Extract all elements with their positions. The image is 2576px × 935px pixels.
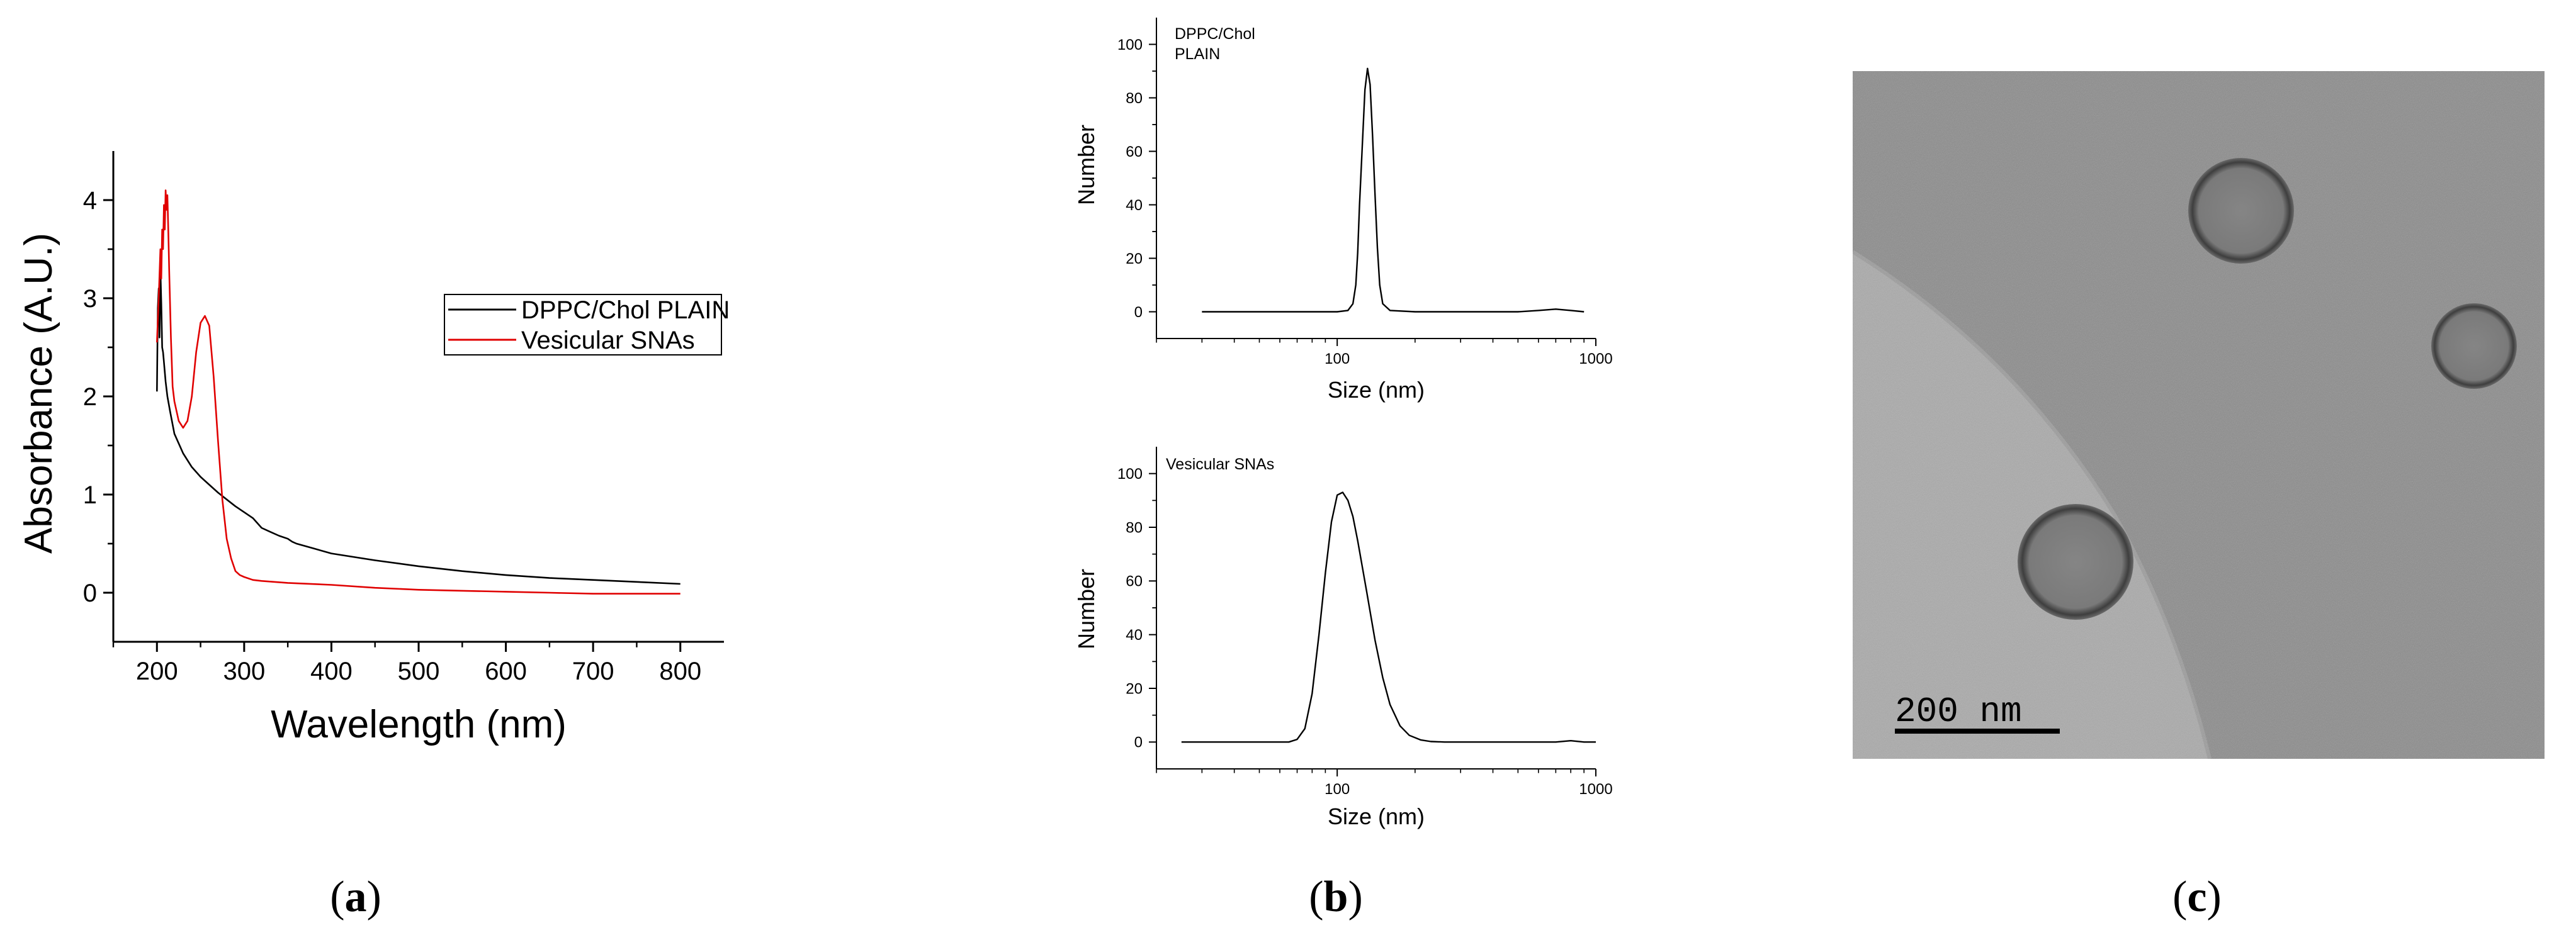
y-tick-label: 20 [1126, 680, 1143, 697]
cryo-tem-micrograph: 200 nm [1853, 71, 2545, 759]
svg-text:(a): (a) [330, 873, 381, 921]
panel-caption-a: (a) [330, 873, 381, 921]
x-tick-label: 1000 [1579, 781, 1612, 798]
y-tick-label: 60 [1126, 573, 1143, 590]
panel-caption-c: (c) [2172, 873, 2222, 921]
chart-title-line-2: PLAIN [1175, 45, 1220, 63]
series-line-vesicular-snas [1181, 491, 1596, 743]
y-axis-label: Number [1073, 125, 1099, 205]
x-tick-label: 100 [1325, 350, 1350, 367]
x-axis-label: Size (nm) [1328, 803, 1425, 829]
series-line-plain [156, 267, 681, 585]
y-tick-label: 40 [1126, 627, 1143, 644]
panel-caption-b: (b) [1309, 873, 1363, 921]
y-tick-label: 1 [83, 481, 97, 509]
dls-sna-chart: 100 1000 0 20 40 60 80 100 Vesicular SNAs Size … [1073, 447, 1613, 829]
vesicle [2018, 504, 2133, 620]
scale-bar-label: 200 nm [1895, 691, 2022, 732]
y-axis-label: Absorbance (A.U.) [17, 233, 60, 554]
y-tick-label: 0 [1134, 734, 1143, 751]
legend-label-sna: Vesicular SNAs [521, 327, 695, 354]
y-tick-label: 0 [1134, 304, 1143, 321]
svg-text:(c): (c) [2172, 873, 2222, 921]
x-axis-label: Wavelength (nm) [271, 703, 567, 746]
x-tick-label: 400 [310, 658, 353, 685]
chart-title-line-1: DPPC/Chol [1175, 25, 1255, 43]
y-axis-label: Number [1073, 569, 1099, 649]
y-tick-label: 20 [1126, 250, 1143, 267]
legend-label-plain: DPPC/Chol PLAIN [521, 296, 730, 324]
x-tick-label: 800 [659, 658, 701, 685]
y-tick-label: 60 [1126, 143, 1143, 160]
vesicle [2431, 303, 2517, 389]
y-tick-label: 40 [1126, 197, 1143, 214]
y-tick-label: 100 [1117, 466, 1143, 483]
uv-vis-absorbance-chart: 200 300 400 500 600 700 800 0 1 2 3 4 Wavelength (n… [17, 151, 730, 746]
x-tick-label: 100 [1325, 781, 1350, 798]
vesicle [2188, 158, 2294, 264]
legend-box [444, 294, 722, 356]
y-tick-label: 80 [1126, 519, 1143, 536]
series-line-vesicular-snas [156, 189, 681, 595]
series-line-plain [1202, 67, 1585, 313]
chart-title: Vesicular SNAs [1166, 456, 1274, 473]
y-tick-label: 80 [1126, 90, 1143, 107]
x-tick-label: 1000 [1579, 350, 1612, 367]
y-tick-label: 100 [1117, 36, 1143, 53]
dls-plain-chart: 100 1000 0 20 40 60 80 100 DPPC/Chol PLAIN Size… [1073, 18, 1613, 403]
x-tick-label: 200 [136, 658, 178, 685]
noise-texture [1853, 71, 2545, 759]
panel-label-a: a [345, 873, 367, 921]
y-tick-label: 3 [83, 285, 97, 313]
x-tick-label: 600 [485, 658, 527, 685]
legend: DPPC/Chol PLAIN Vesicular SNAs [444, 294, 730, 356]
y-tick-label: 2 [83, 383, 97, 411]
y-tick-label: 4 [83, 187, 97, 215]
svg-text:(b): (b) [1309, 873, 1363, 921]
x-axis-label: Size (nm) [1328, 377, 1425, 403]
panel-label-c: c [2187, 873, 2206, 921]
y-tick-label: 0 [83, 579, 97, 607]
x-tick-label: 700 [572, 658, 614, 685]
x-tick-label: 500 [398, 658, 440, 685]
x-tick-label: 300 [223, 658, 265, 685]
panel-label-b: b [1324, 873, 1348, 921]
